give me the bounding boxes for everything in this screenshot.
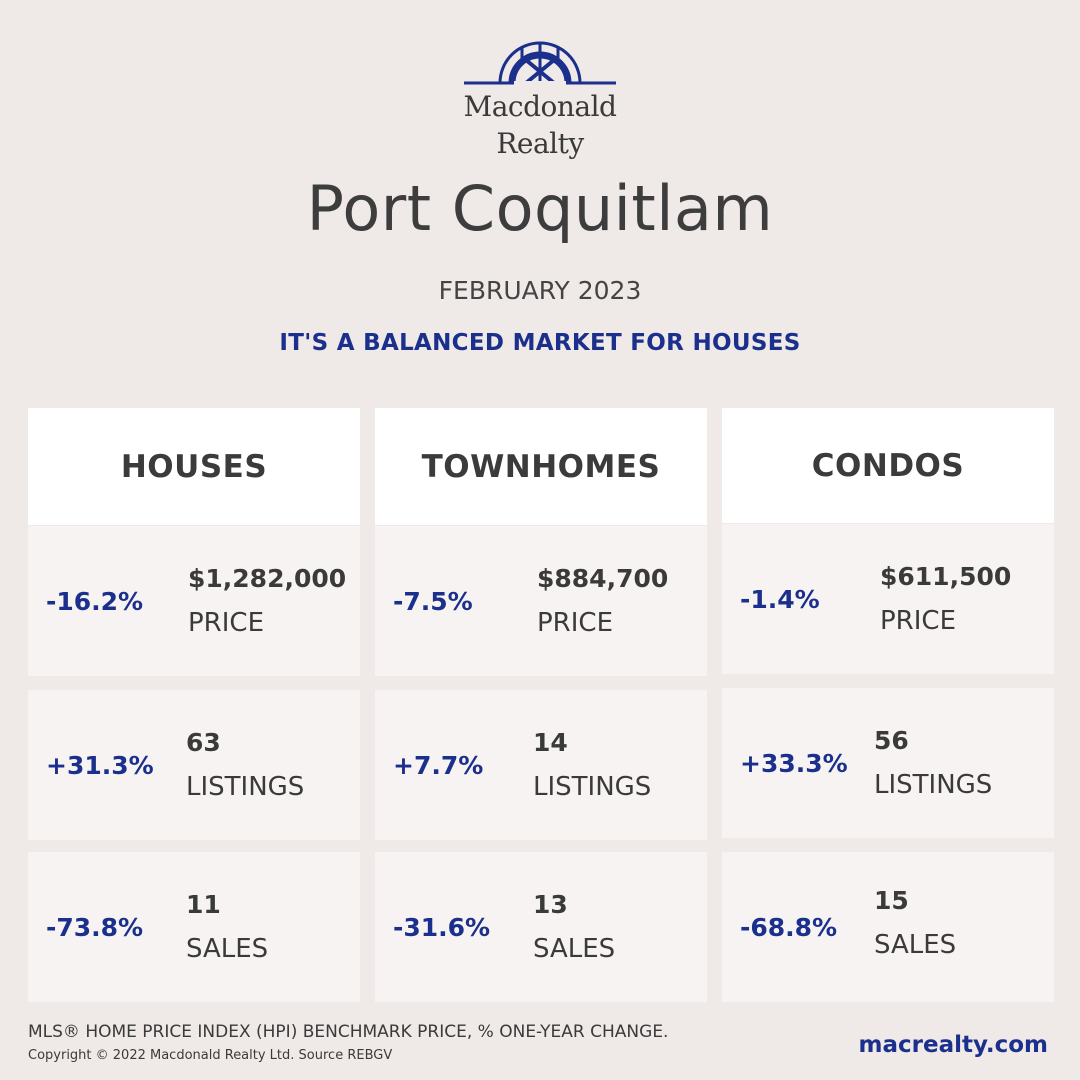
- column-heading: TOWNHOMES: [375, 408, 707, 525]
- copyright-text: Copyright © 2022 Macdonald Realty Ltd. S…: [28, 1048, 393, 1063]
- percent-change: -1.4%: [740, 584, 820, 614]
- stat-value: 13: [533, 890, 568, 919]
- stat-label: LISTINGS: [533, 772, 652, 802]
- report-month: FEBRUARY 2023: [438, 276, 642, 305]
- column-heading: CONDOS: [722, 408, 1054, 523]
- townhomes-column: TOWNHOMES -7.5% $884,700 PRICE +7.7% 14 …: [375, 408, 707, 1002]
- sales-card: -68.8% 15 SALES: [722, 852, 1054, 1002]
- stat-label: PRICE: [537, 608, 613, 638]
- footnote: MLS® HOME PRICE INDEX (HPI) BENCHMARK PR…: [28, 1022, 669, 1042]
- stat-value: 63: [186, 728, 221, 757]
- market-tagline: IT'S A BALANCED MARKET FOR HOUSES: [279, 330, 801, 356]
- website-link[interactable]: macrealty.com: [858, 1032, 1048, 1058]
- listings-card: +33.3% 56 LISTINGS: [722, 688, 1054, 838]
- stat-value: 11: [186, 890, 221, 919]
- stat-value: $1,282,000: [188, 564, 347, 593]
- price-card: -1.4% $611,500 PRICE: [722, 524, 1054, 674]
- stat-label: LISTINGS: [186, 772, 305, 802]
- price-card: -16.2% $1,282,000 PRICE: [28, 526, 360, 676]
- stat-value: $611,500: [880, 562, 1012, 591]
- brand-name-line2: Realty: [496, 127, 584, 160]
- column-heading: HOUSES: [28, 408, 360, 525]
- brand-name-line1: Macdonald: [463, 90, 617, 123]
- brand-logo: Macdonald Realty: [440, 40, 640, 165]
- percent-change: -68.8%: [740, 912, 838, 942]
- sales-card: -73.8% 11 SALES: [28, 852, 360, 1002]
- page-title: Port Coquitlam: [306, 172, 774, 245]
- rising-sun-logo-icon: [464, 41, 616, 85]
- stat-value: 14: [533, 728, 568, 757]
- stat-label: SALES: [186, 934, 269, 964]
- stat-label: SALES: [874, 930, 957, 960]
- houses-column: HOUSES -16.2% $1,282,000 PRICE +31.3% 63…: [28, 408, 360, 1002]
- percent-change: -31.6%: [393, 912, 491, 942]
- stat-label: LISTINGS: [874, 770, 993, 800]
- percent-change: +31.3%: [46, 750, 154, 780]
- percent-change: +7.7%: [393, 750, 484, 780]
- percent-change: +33.3%: [740, 748, 848, 778]
- price-card: -7.5% $884,700 PRICE: [375, 526, 707, 676]
- condos-column: CONDOS -1.4% $611,500 PRICE +33.3% 56 LI…: [722, 408, 1054, 1002]
- stat-label: PRICE: [188, 608, 264, 638]
- stat-value: $884,700: [537, 564, 669, 593]
- percent-change: -73.8%: [46, 912, 144, 942]
- sales-card: -31.6% 13 SALES: [375, 852, 707, 1002]
- listings-card: +31.3% 63 LISTINGS: [28, 690, 360, 840]
- stat-value: 15: [874, 886, 909, 915]
- stat-label: SALES: [533, 934, 616, 964]
- stat-value: 56: [874, 726, 909, 755]
- percent-change: -7.5%: [393, 586, 473, 616]
- listings-card: +7.7% 14 LISTINGS: [375, 690, 707, 840]
- stat-label: PRICE: [880, 606, 956, 636]
- percent-change: -16.2%: [46, 586, 144, 616]
